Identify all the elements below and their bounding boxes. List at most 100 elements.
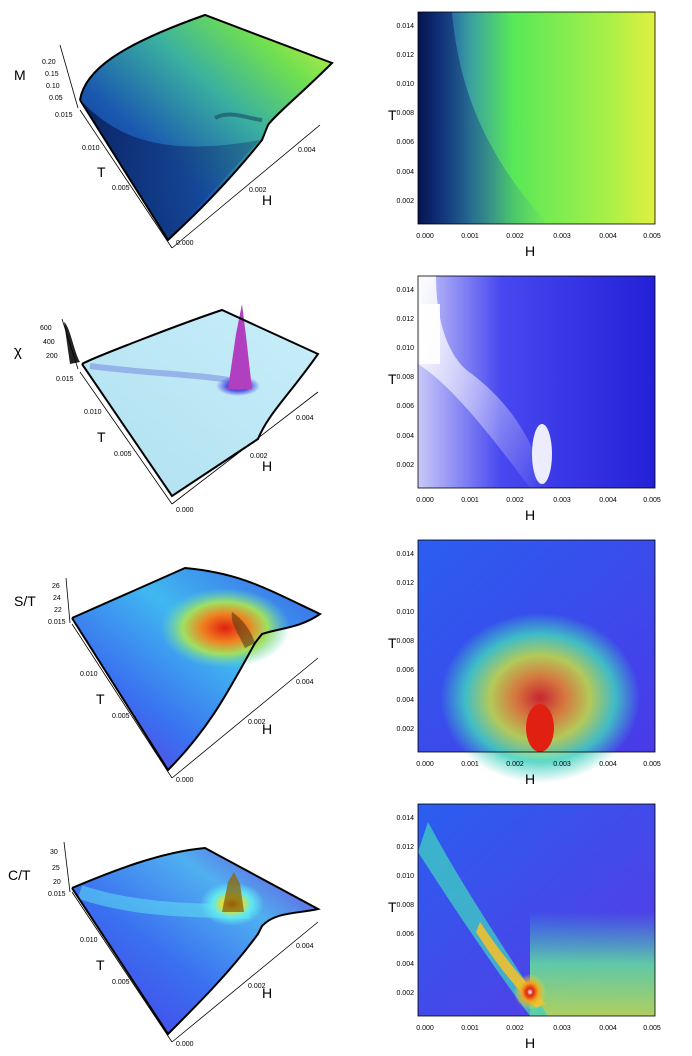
st-density-t-tick: 0.002 xyxy=(396,726,414,733)
ct-h-axis-title: H xyxy=(262,985,272,1001)
ct-t-axis-title: T xyxy=(96,957,105,973)
st-z-tick: 22 xyxy=(54,607,62,614)
ct-density-t-axis-title: T xyxy=(388,899,397,915)
chi-density-t-tick: 0.006 xyxy=(396,403,414,410)
chi-density-h-tick: 0.004 xyxy=(599,497,617,504)
chi-density-white-spot-top xyxy=(420,304,440,364)
chi-density-white-band xyxy=(418,276,548,488)
m-density-h-tick: 0.000 xyxy=(416,233,434,240)
st-density-t-tick: 0.006 xyxy=(396,667,414,674)
chi-z-axis-title: χ xyxy=(14,343,22,360)
ct-t-tick: 0.015 xyxy=(48,891,66,898)
st-peak-front xyxy=(231,612,255,648)
st-density-h-tick: 0.004 xyxy=(599,761,617,768)
m-density-t-tick: 0.006 xyxy=(396,139,414,146)
ct-z-tick: 30 xyxy=(50,849,58,856)
row-entropy: S/T 26 24 22 0.015 0.010 0.005 T 0.000 0… xyxy=(0,528,692,792)
st-surface-edge xyxy=(71,566,322,772)
ct-surface-edge xyxy=(71,846,321,1036)
chi-density-t-tick: 0.014 xyxy=(396,287,414,294)
chi-density-t-tick: 0.012 xyxy=(396,316,414,323)
row-susceptibility: χ 600 400 200 0.015 0.010 0.005 T 0.000 … xyxy=(0,264,692,528)
st-density-h-tick: 0.003 xyxy=(553,761,571,768)
m-h-tick: 0.002 xyxy=(249,187,267,194)
ct-h-tick: 0.004 xyxy=(296,943,314,950)
ct-density-peak xyxy=(514,974,546,1010)
m-h-tick: 0.004 xyxy=(298,147,316,154)
chi-peak xyxy=(228,304,252,389)
ct-t-tick: 0.010 xyxy=(80,937,98,944)
m-density-h-tick: 0.001 xyxy=(461,233,479,240)
m-density-t-tick: 0.010 xyxy=(396,81,414,88)
st-density-h-axis-title: H xyxy=(525,771,535,787)
susceptibility-density-plot: 0.014 0.012 0.010 0.008 0.006 0.004 0.00… xyxy=(388,275,661,523)
st-density-t-axis-title: T xyxy=(388,635,397,651)
ct-density-t-tick: 0.004 xyxy=(396,961,414,968)
chi-density-frame xyxy=(417,275,656,489)
chi-z-tick: 600 xyxy=(40,325,52,332)
m-density-t-axis-title: T xyxy=(388,107,397,123)
chi-h-tick: 0.004 xyxy=(296,415,314,422)
ct-density-h-tick: 0.004 xyxy=(599,1025,617,1032)
m-step-feature xyxy=(214,112,263,122)
susceptibility-surface-plot: χ 600 400 200 0.015 0.010 0.005 T 0.000 … xyxy=(14,304,320,514)
st-density-peak xyxy=(526,704,554,752)
st-t-axis-title: T xyxy=(96,691,105,707)
ct-density-frame xyxy=(417,803,656,1017)
ct-density-lower-band xyxy=(530,912,655,1016)
st-t-axis xyxy=(71,623,173,779)
st-t-tick: 0.015 xyxy=(48,619,66,626)
chi-density-t-tick: 0.010 xyxy=(396,345,414,352)
st-h-tick: 0.000 xyxy=(176,777,194,784)
st-density-t-tick: 0.010 xyxy=(396,609,414,616)
ct-density-h-tick: 0.002 xyxy=(506,1025,524,1032)
st-density-t-tick: 0.012 xyxy=(396,580,414,587)
chi-density-h-tick: 0.000 xyxy=(416,497,434,504)
st-t-tick: 0.010 xyxy=(80,671,98,678)
ct-h-tick: 0.000 xyxy=(176,1041,194,1048)
st-z-tick: 26 xyxy=(52,583,60,590)
row-magnetization: M 0.20 0.15 0.10 0.05 0.015 0.010 0.005 … xyxy=(0,0,692,264)
specific-heat-surface-plot: C/T 30 25 20 0.015 0.010 0.005 T 0.000 0… xyxy=(8,841,321,1048)
ct-h-tick: 0.002 xyxy=(248,983,266,990)
m-z-axis-title: M xyxy=(14,67,26,83)
ct-peak xyxy=(222,872,244,912)
chi-density-t-tick: 0.002 xyxy=(396,462,414,469)
m-density-h-tick: 0.003 xyxy=(553,233,571,240)
ct-density-h-tick: 0.005 xyxy=(643,1025,661,1032)
ct-z-tick: 20 xyxy=(53,879,61,886)
chi-density-h-tick: 0.001 xyxy=(461,497,479,504)
m-density-t-tick: 0.008 xyxy=(396,110,414,117)
m-density-t-tick: 0.014 xyxy=(396,23,414,30)
m-density-dark-band xyxy=(418,12,548,224)
ct-density-t-tick: 0.006 xyxy=(396,931,414,938)
chi-density-h-tick: 0.003 xyxy=(553,497,571,504)
row-specific-heat: C/T 30 25 20 0.015 0.010 0.005 T 0.000 0… xyxy=(0,792,692,1056)
m-surface-edge xyxy=(79,13,334,242)
ct-density-h-tick: 0.000 xyxy=(416,1025,434,1032)
st-t-tick: 0.005 xyxy=(112,713,130,720)
ct-density-diagonal-band xyxy=(418,822,548,1016)
chi-surface-edge xyxy=(81,308,320,498)
chi-z-tick: 200 xyxy=(46,353,58,360)
ct-density-t-tick: 0.008 xyxy=(396,902,414,909)
chi-left-spike xyxy=(64,322,80,364)
st-z-tick: 24 xyxy=(53,595,61,602)
m-z-tick: 0.15 xyxy=(45,71,59,78)
m-z-tick: 0.20 xyxy=(42,59,56,66)
chi-h-axis-title: H xyxy=(262,458,272,474)
chi-density-white-spot-bottom xyxy=(532,424,552,484)
m-t-tick: 0.005 xyxy=(112,185,130,192)
m-t-tick: 0.015 xyxy=(55,112,73,119)
chi-density-t-tick: 0.008 xyxy=(396,374,414,381)
ct-z-axis xyxy=(63,841,71,893)
st-z-axis xyxy=(65,577,71,624)
st-density-t-tick: 0.008 xyxy=(396,638,414,645)
st-peak-glow xyxy=(160,588,290,668)
m-density-h-axis-title: H xyxy=(525,243,535,259)
ct-h-axis xyxy=(171,921,319,1043)
chi-density-h-axis-title: H xyxy=(525,507,535,523)
m-density-h-tick: 0.002 xyxy=(506,233,524,240)
st-density-frame xyxy=(417,539,656,753)
m-density-h-tick: 0.004 xyxy=(599,233,617,240)
